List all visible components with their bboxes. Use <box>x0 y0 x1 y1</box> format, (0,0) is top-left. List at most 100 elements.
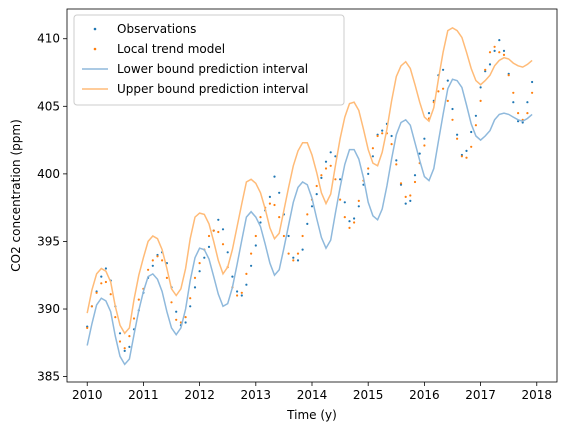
x-tick-label: 2012 <box>184 388 215 402</box>
data-point <box>296 259 300 262</box>
x-axis-label: Time (y) <box>286 408 337 422</box>
x-tick-label: 2013 <box>241 388 272 402</box>
data-point <box>404 195 407 198</box>
data-point <box>250 252 253 255</box>
y-tick-label: 395 <box>37 234 60 248</box>
data-point <box>409 194 412 197</box>
data-point <box>465 156 468 159</box>
data-point <box>198 262 201 265</box>
x-tick-label: 2010 <box>72 388 103 402</box>
data-point <box>409 199 412 202</box>
data-point <box>175 310 178 313</box>
data-point <box>207 245 211 248</box>
data-point <box>324 167 328 170</box>
data-point <box>100 275 103 278</box>
data-point <box>353 221 356 224</box>
data-point <box>151 264 154 267</box>
data-point <box>517 112 520 115</box>
data-point <box>198 270 201 273</box>
x-tick-label: 2016 <box>409 388 440 402</box>
data-point <box>371 147 374 150</box>
data-point <box>418 152 421 155</box>
data-point <box>399 182 403 185</box>
data-point <box>170 301 173 304</box>
data-point <box>212 229 215 232</box>
legend-label: Local trend model <box>117 42 225 56</box>
data-point <box>470 145 473 148</box>
data-point <box>151 259 154 262</box>
data-point <box>339 198 342 201</box>
data-point <box>329 164 332 167</box>
data-point <box>114 316 117 319</box>
data-point <box>189 305 192 308</box>
data-point <box>231 275 234 278</box>
data-point <box>184 321 187 324</box>
data-point <box>287 252 290 255</box>
x-tick-label: 2011 <box>128 388 159 402</box>
data-point <box>123 349 126 352</box>
data-point <box>100 282 103 285</box>
data-point <box>268 202 271 205</box>
data-point <box>502 53 506 57</box>
data-point <box>343 201 346 204</box>
data-point <box>118 332 122 335</box>
data-point <box>479 99 482 102</box>
data-point <box>413 180 417 184</box>
data-point <box>456 137 459 140</box>
data-point <box>329 151 332 154</box>
data-point <box>488 63 492 66</box>
data-point <box>404 202 407 205</box>
data-point <box>446 99 449 102</box>
data-point <box>465 149 468 152</box>
data-point <box>259 221 262 224</box>
data-point <box>109 293 112 296</box>
data-point <box>479 86 482 89</box>
plot-area <box>86 27 534 366</box>
data-point <box>193 286 197 289</box>
data-point <box>226 251 229 254</box>
data-point <box>203 256 206 259</box>
data-point <box>320 176 323 179</box>
data-point <box>292 259 295 262</box>
data-point <box>118 340 122 343</box>
series-line <box>86 78 533 366</box>
data-point <box>451 118 454 121</box>
legend-label: Lower bound prediction interval <box>117 62 308 76</box>
data-point <box>512 91 515 94</box>
data-point <box>217 230 220 234</box>
legend-swatch <box>93 47 97 51</box>
x-tick-label: 2017 <box>465 388 496 402</box>
data-point <box>437 90 440 93</box>
x-tick-label: 2014 <box>297 388 328 402</box>
data-point <box>104 267 107 270</box>
data-point <box>165 276 168 279</box>
data-point <box>531 91 534 94</box>
data-point <box>348 226 351 229</box>
data-point <box>474 114 477 117</box>
data-point <box>531 80 534 84</box>
data-point <box>259 216 262 219</box>
data-point <box>306 222 309 225</box>
data-point <box>221 243 225 246</box>
data-point <box>381 132 384 135</box>
data-point <box>367 172 370 175</box>
data-point <box>526 101 529 104</box>
data-point <box>282 234 285 238</box>
data-point <box>320 174 323 177</box>
data-point <box>334 155 337 158</box>
data-point <box>413 174 417 177</box>
data-point <box>310 205 314 208</box>
data-point <box>287 234 290 238</box>
data-point <box>240 291 243 294</box>
data-point <box>137 298 140 301</box>
data-point <box>423 144 426 147</box>
y-tick-label: 400 <box>37 167 60 181</box>
data-point <box>493 45 496 48</box>
data-point <box>376 134 379 138</box>
data-point <box>240 294 243 297</box>
data-point <box>147 268 150 271</box>
y-tick-label: 410 <box>37 32 60 46</box>
data-point <box>184 316 187 319</box>
data-point <box>254 244 257 247</box>
data-point <box>474 124 477 127</box>
